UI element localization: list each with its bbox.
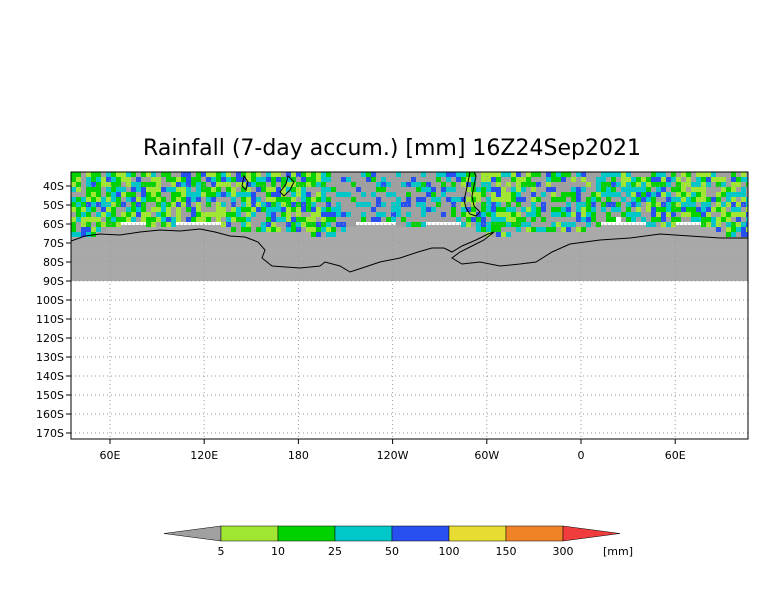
colorbar-tick-label: 100 xyxy=(439,545,460,558)
colorbar-under-triangle xyxy=(163,525,222,542)
colorbar-segment xyxy=(505,525,564,542)
latitude-axis: 40S 50S 60S 70S 80S 90S 100S 110S 120S 130S 140S 15… xyxy=(36,180,71,440)
lon-label: 120W xyxy=(377,449,409,462)
graticule xyxy=(71,172,748,439)
lon-label: 180 xyxy=(288,449,309,462)
lat-label: 140S xyxy=(36,370,64,383)
lat-label: 60S xyxy=(43,218,64,231)
lat-label: 130S xyxy=(36,351,64,364)
lon-label: 0 xyxy=(578,449,585,462)
colorbar-tick-label: 50 xyxy=(385,545,399,558)
lon-label: 60W xyxy=(474,449,499,462)
colorbar-segment xyxy=(448,525,507,542)
colorbar-segment xyxy=(277,525,336,542)
longitude-axis: 60E 120E 180 120W 60W 0 60E xyxy=(100,439,686,462)
colorbar-tick-label: 10 xyxy=(271,545,285,558)
colorbar-tick-label: 300 xyxy=(553,545,574,558)
lat-label: 80S xyxy=(43,256,64,269)
colorbar-segment xyxy=(334,525,393,542)
antarctica-coast xyxy=(71,228,748,273)
lon-label: 60E xyxy=(100,449,121,462)
rainfall-field xyxy=(71,172,748,237)
new-zealand-coast xyxy=(241,174,249,191)
antarctic-gray-band xyxy=(71,225,748,281)
coastlines xyxy=(71,172,748,273)
lat-label: 110S xyxy=(36,313,64,326)
lat-label: 160S xyxy=(36,408,64,421)
lon-label: 60E xyxy=(665,449,686,462)
lat-label: 40S xyxy=(43,180,64,193)
tasmania-coast xyxy=(279,175,295,197)
lat-label: 120S xyxy=(36,332,64,345)
colorbar-segment xyxy=(391,525,450,542)
colorbar-tick-label: 25 xyxy=(328,545,342,558)
lat-label: 50S xyxy=(43,199,64,212)
colorbar-tick-label: 150 xyxy=(496,545,517,558)
colorbar-unit-label: [mm] xyxy=(603,545,633,558)
map-title: Rainfall (7-day accum.) [mm] 16Z24Sep202… xyxy=(143,136,641,161)
colorbar-segment xyxy=(220,525,279,542)
lat-label: 170S xyxy=(36,427,64,440)
lat-label: 100S xyxy=(36,294,64,307)
lat-label: 70S xyxy=(43,237,64,250)
lat-label: 150S xyxy=(36,389,64,402)
lat-label: 90S xyxy=(43,275,64,288)
colorbar-over-triangle xyxy=(562,525,621,542)
south-america-tip xyxy=(463,172,481,217)
colorbar-tick-label: 5 xyxy=(218,545,225,558)
map-frame xyxy=(70,171,749,440)
colorbar: 5 10 25 50 100 150 300 [mm] xyxy=(163,525,633,558)
lon-label: 120E xyxy=(190,449,218,462)
